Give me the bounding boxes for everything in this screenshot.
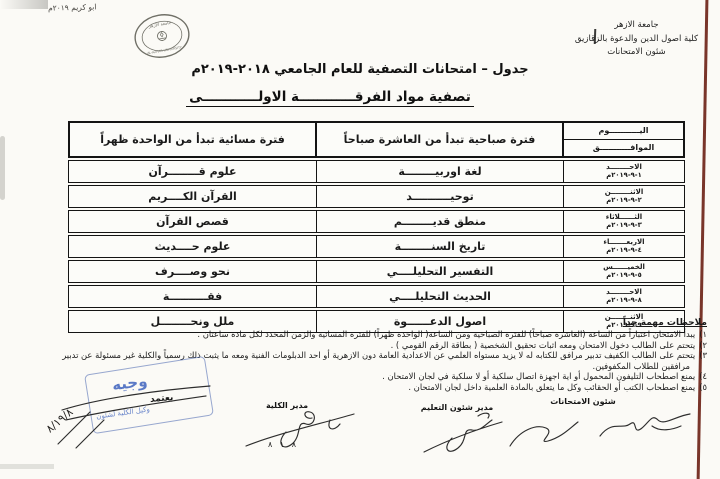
day-name: الاحــــــــد bbox=[606, 287, 642, 296]
handwritten-note-top-left: ابو كريم ٢٠١٩م bbox=[47, 2, 97, 13]
signature-college-director bbox=[245, 411, 355, 448]
evening-subject: علوم حــــديث bbox=[154, 239, 231, 253]
note-item: ٣)يتحتم على الطالب الكفيف تدبير مرافق لل… bbox=[50, 350, 707, 371]
evening-subject: نحو وصــــرف bbox=[155, 264, 230, 278]
document-title: جدول – امتحانات التصفية للعام الجامعي ٢٠… bbox=[191, 62, 529, 77]
day-name: الثــــــلاثاء bbox=[605, 212, 643, 221]
day-name: الاربعـــــــاء bbox=[603, 237, 645, 246]
day-date-header-cell: اليـــــــــــوم الموافـــــــــــق bbox=[562, 123, 683, 156]
exam-date: ٢-٩-٢٠١٩م bbox=[606, 196, 642, 205]
handwritten-diagonal-digits: ٨/١٩/٨ bbox=[43, 405, 76, 436]
exam-date: ٩-٩-٢٠١٩م bbox=[606, 321, 642, 330]
signature-label-college-director: مدير الكلية bbox=[265, 401, 309, 410]
morning-subject: منطق قديــــــــم bbox=[316, 210, 563, 232]
letterhead-university: جامعة الازهر bbox=[614, 20, 659, 30]
note-number: ٤) bbox=[699, 371, 707, 381]
exam-schedule-table: اليـــــــــــوم الموافـــــــــــق فترة… bbox=[68, 121, 685, 333]
evening-subject: ملل ونحــــــــل bbox=[150, 314, 235, 328]
morning-subject: توحيــــــــــد bbox=[316, 185, 563, 207]
signature-education-director bbox=[423, 412, 503, 453]
handwritten-date-digits: ٨ ١ ٨ bbox=[268, 440, 296, 449]
table-row: الثــــــلاثاء ٣-٩-٢٠١٩م منطق قديـــــــ… bbox=[68, 209, 685, 233]
notes-header: ملاحظات مهمة جداً bbox=[622, 318, 707, 328]
letterhead-department: شئون الامتحانات bbox=[607, 47, 666, 57]
note-item: ٤)يمنع اصطحاب التليفون المحمول أو اية اج… bbox=[50, 371, 707, 382]
signature-exam-affairs-right bbox=[599, 413, 691, 437]
signature-label-exam-affairs: شئون الامتحانات bbox=[550, 397, 616, 406]
note-text: يتحتم على الطالب الكفيف تدبير مرافق للكت… bbox=[62, 350, 696, 371]
day-name: الخميــــــس bbox=[603, 262, 645, 271]
note-text: يمنع اصطحاب الكتب أو الحقائب وكل ما يتعل… bbox=[408, 381, 696, 392]
exam-date: ١-٩-٢٠١٩م bbox=[606, 171, 642, 180]
day-date-cell: الاحــــــــد ١-٩-٢٠١٩م bbox=[563, 160, 684, 182]
morning-subject: الحديث التحليلــــي bbox=[316, 285, 563, 307]
evening-subject: قصص القرآن bbox=[156, 214, 229, 228]
exam-date: ٤-٩-٢٠١٩م bbox=[606, 246, 642, 255]
signature-label-education-director: مدير شئون التعليم bbox=[420, 403, 494, 412]
table-row: الاحــــــــد ٨-٩-٢٠١٩م الحديث التحليلــ… bbox=[68, 284, 685, 308]
exam-date: ٣-٩-٢٠١٩م bbox=[606, 221, 642, 230]
note-text: يبدأ الامتحان اعتباراً من الساعة (العاشر… bbox=[197, 329, 696, 339]
morning-subject: التفسير التحليلــــي bbox=[316, 260, 563, 282]
day-date-cell: الاثنــــــــن ٢-٩-٢٠١٩م bbox=[563, 185, 684, 207]
note-number: ٥) bbox=[699, 381, 707, 392]
document-subtitle: تصفية مواد الفرقــــــــــــة الاولـــــ… bbox=[0, 89, 660, 107]
day-date-cell: الاثنــــــــن ٩-٩-٢٠١٩م bbox=[563, 310, 684, 332]
letterhead: جامعة الازهر كلية اصول الدين والدعوة بال… bbox=[575, 19, 698, 60]
morning-subject: لغة اوربيــــــــة bbox=[316, 160, 563, 182]
seal-english-text: AL-AZHAR UNIVERSITY bbox=[147, 45, 182, 55]
approval-word: يعتمد bbox=[149, 393, 174, 405]
note-item: ١)يبدأ الامتحان اعتباراً من الساعة (العا… bbox=[50, 329, 707, 340]
letterhead-faculty: كلية اصول الدين والدعوة بالزقازيق bbox=[574, 33, 698, 44]
day-name: الاثنــــــــن bbox=[604, 312, 644, 321]
note-text: يمنع اصطحاب التليفون المحمول أو اية اجهز… bbox=[382, 371, 696, 381]
signature-exam-affairs-left bbox=[509, 421, 579, 447]
day-name: الاحــــــــد bbox=[606, 162, 642, 171]
university-seal-stamp: جامعة الازهر AL-AZHAR UNIVERSITY bbox=[134, 14, 190, 58]
day-date-cell: الاربعـــــــاء ٤-٩-٢٠١٩م bbox=[563, 235, 684, 257]
table-row: الاحــــــــد ١-٩-٢٠١٩م لغة اوربيـــــــ… bbox=[68, 159, 685, 183]
table-row: الاربعـــــــاء ٤-٩-٢٠١٩م تاريخ السنــــ… bbox=[68, 234, 685, 258]
seal-arabic-text: جامعة الازهر bbox=[147, 21, 172, 30]
evening-subject: علوم قــــــــرآن bbox=[148, 164, 237, 178]
evening-subject: القرآن الكــــريم bbox=[148, 189, 237, 203]
day-name: الاثنــــــــن bbox=[604, 187, 644, 196]
day-date-cell: الاحــــــــد ٨-٩-٢٠١٩م bbox=[563, 285, 684, 307]
date-header-label: الموافـــــــــــق bbox=[592, 143, 655, 152]
scan-smudge-top-left bbox=[0, 0, 48, 9]
exam-date: ٥-٩-٢٠١٩م bbox=[606, 271, 642, 280]
day-header-label: اليـــــــــــوم bbox=[564, 123, 683, 140]
day-date-cell: الخميــــــس ٥-٩-٢٠١٩م bbox=[563, 260, 684, 282]
morning-period-header: فترة صباحية تبدأ من العاشرة صباحاً bbox=[315, 123, 562, 156]
day-date-cell: الثــــــلاثاء ٣-٩-٢٠١٩م bbox=[563, 210, 684, 232]
morning-subject: اصول الدعــــــوة bbox=[316, 310, 563, 332]
note-number: ٣) bbox=[699, 350, 707, 360]
exam-date: ٨-٩-٢٠١٩م bbox=[606, 296, 642, 305]
table-row: الخميــــــس ٥-٩-٢٠١٩م التفسير التحليلــ… bbox=[68, 259, 685, 283]
note-item: ٥)يمنع اصطحاب الكتب أو الحقائب وكل ما يت… bbox=[50, 382, 707, 393]
table-row: الاثنــــــــن ٢-٩-٢٠١٩م توحيــــــــــد… bbox=[68, 184, 685, 208]
note-number: ٢) bbox=[699, 339, 707, 350]
scan-streak-left-edge bbox=[0, 136, 5, 200]
evening-period-header: فترة مسائية تبدأ من الواحدة ظهراً bbox=[100, 133, 285, 146]
table-header-row: اليـــــــــــوم الموافـــــــــــق فترة… bbox=[68, 121, 685, 158]
evening-subject: فقــــــــــة bbox=[162, 289, 223, 303]
note-item: ٢)يتحتم على الطالب دخول الامتحان ومعه اث… bbox=[50, 340, 707, 351]
scan-smudge-bottom-left bbox=[0, 464, 54, 469]
note-number: ١) bbox=[699, 329, 707, 339]
morning-subject: تاريخ السنــــــــة bbox=[316, 235, 563, 257]
notes-section: ملاحظات مهمة جداً ١)يبدأ الامتحان اعتبار… bbox=[50, 318, 707, 392]
table-row: الاثنــــــــن ٩-٩-٢٠١٩م اصول الدعــــــ… bbox=[68, 309, 685, 333]
note-text: يتحتم على الطالب دخول الامتحان ومعه اثبا… bbox=[390, 339, 696, 350]
